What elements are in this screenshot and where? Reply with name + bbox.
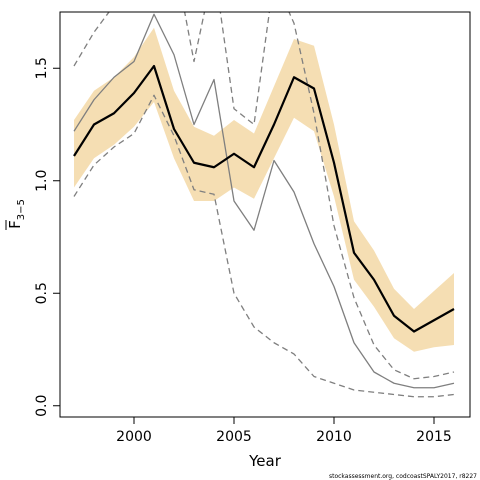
series-line-comparison-upper <box>73 12 455 380</box>
y-tick-label: 1.5 <box>34 57 50 79</box>
confidence-band <box>74 27 454 352</box>
y-tick-label: 0.5 <box>34 282 50 304</box>
x-tick-label: 2000 <box>116 429 152 445</box>
plot-area <box>73 12 455 398</box>
footnote: stockassessment.org, codcoastSPALY2017, … <box>329 473 477 480</box>
y-tick-label: 1.0 <box>34 170 50 192</box>
series-line-estimate <box>73 64 455 333</box>
svg-text:F3−5: F3−5 <box>6 199 27 229</box>
x-tick-label: 2010 <box>316 429 352 445</box>
y-axis-title-main: F <box>6 220 24 229</box>
x-axis-title: Year <box>248 452 282 470</box>
series-line-comparison <box>73 13 455 389</box>
y-axis-title-subscript: 3−5 <box>16 199 27 220</box>
x-tick-label: 2015 <box>416 429 452 445</box>
y-axis-title: F3−5 <box>6 199 27 229</box>
y-tick-label: 0.0 <box>34 395 50 417</box>
x-tick-label: 2005 <box>216 429 252 445</box>
x-axis: 2000 2005 2010 2015 <box>116 416 452 445</box>
y-axis: 0.0 0.5 1.0 1.5 <box>34 57 60 417</box>
series-line-comparison-lower <box>73 94 455 398</box>
